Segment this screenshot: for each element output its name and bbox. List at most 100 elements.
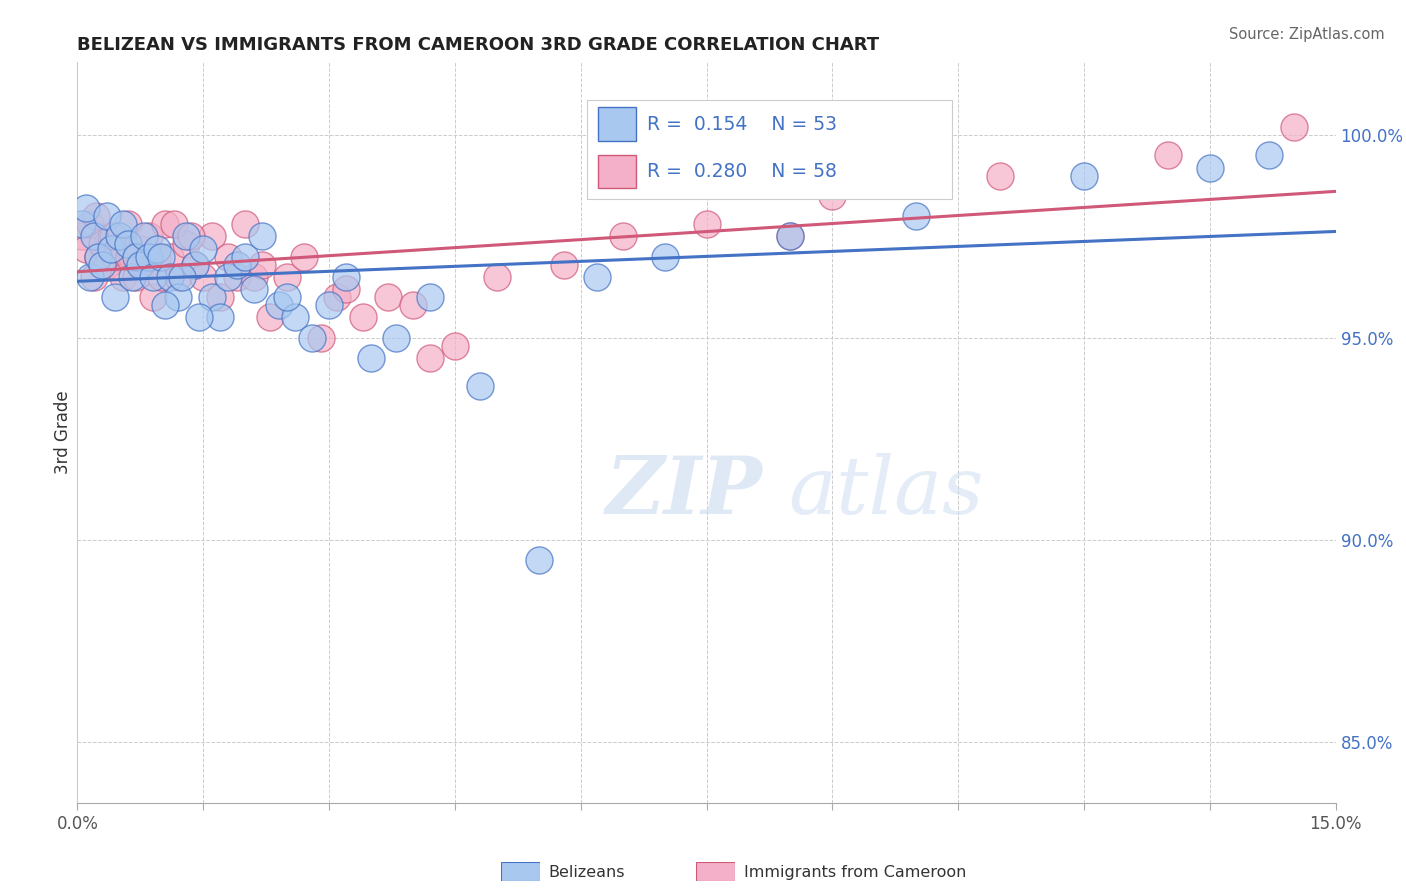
Point <box>200 229 222 244</box>
Point <box>1198 161 1220 175</box>
Point <box>112 217 135 231</box>
Point <box>112 269 135 284</box>
Point <box>184 258 207 272</box>
Point <box>150 250 173 264</box>
Point <box>779 229 801 244</box>
Point <box>150 269 173 284</box>
Point <box>360 351 382 365</box>
Bar <box>599 107 636 141</box>
Point <box>318 298 340 312</box>
Text: R =  0.280    N = 58: R = 0.280 N = 58 <box>647 162 837 181</box>
Point <box>146 250 169 264</box>
Point <box>184 258 207 272</box>
Point <box>326 290 349 304</box>
Point <box>527 553 550 567</box>
Point <box>402 298 425 312</box>
Point <box>121 250 143 264</box>
Point <box>217 250 239 264</box>
Point <box>250 229 273 244</box>
Point <box>1073 169 1095 183</box>
Point <box>377 290 399 304</box>
Point <box>233 250 256 264</box>
Point <box>70 229 93 244</box>
Point <box>129 242 152 256</box>
Point <box>134 229 156 244</box>
Text: ZIP: ZIP <box>606 453 762 531</box>
Point <box>79 269 101 284</box>
Point <box>146 242 169 256</box>
Point <box>233 217 256 231</box>
Point <box>108 242 131 256</box>
Point <box>100 229 122 244</box>
Point <box>155 217 177 231</box>
Point <box>612 229 634 244</box>
Point <box>101 229 124 244</box>
Point <box>104 290 127 304</box>
Point <box>301 330 323 344</box>
Point <box>84 209 107 223</box>
Point <box>444 338 467 352</box>
Point <box>335 282 357 296</box>
Point <box>335 269 357 284</box>
Point <box>292 250 315 264</box>
Point <box>176 229 198 244</box>
Point <box>117 237 139 252</box>
Point <box>250 258 273 272</box>
Point <box>121 269 143 284</box>
Point <box>267 298 290 312</box>
Point <box>200 290 222 304</box>
Point <box>75 201 97 215</box>
Point <box>217 269 239 284</box>
FancyBboxPatch shape <box>588 100 952 199</box>
Point <box>1282 120 1305 135</box>
Point <box>821 189 844 203</box>
Point <box>142 290 165 304</box>
Point <box>125 250 148 264</box>
Text: atlas: atlas <box>789 453 984 531</box>
Point <box>117 217 139 231</box>
Point <box>1157 148 1180 162</box>
Point <box>75 242 97 256</box>
Point <box>176 237 198 252</box>
Point <box>100 242 122 256</box>
Point <box>83 229 105 244</box>
Point <box>485 269 508 284</box>
Point <box>208 310 231 325</box>
Point <box>988 169 1011 183</box>
Point <box>91 237 114 252</box>
Point <box>242 282 264 296</box>
Point <box>225 258 247 272</box>
Point <box>159 269 181 284</box>
Point <box>87 250 110 264</box>
Text: Belizeans: Belizeans <box>548 865 624 880</box>
Point <box>134 258 156 272</box>
Point <box>159 250 181 264</box>
Point <box>696 217 718 231</box>
Point <box>96 258 118 272</box>
Point <box>779 229 801 244</box>
Point <box>276 269 298 284</box>
Point <box>167 269 190 284</box>
Point <box>79 217 101 231</box>
Point <box>70 217 93 231</box>
Point <box>191 269 215 284</box>
Point <box>225 269 247 284</box>
Point <box>172 269 194 284</box>
Point <box>83 269 105 284</box>
Y-axis label: 3rd Grade: 3rd Grade <box>53 391 72 475</box>
Point <box>188 310 211 325</box>
Point <box>1257 148 1279 162</box>
Point <box>125 269 148 284</box>
Point <box>138 250 160 264</box>
Bar <box>599 154 636 188</box>
Point <box>654 250 676 264</box>
Point <box>385 330 408 344</box>
Point <box>259 310 281 325</box>
Point <box>155 298 177 312</box>
Text: BELIZEAN VS IMMIGRANTS FROM CAMEROON 3RD GRADE CORRELATION CHART: BELIZEAN VS IMMIGRANTS FROM CAMEROON 3RD… <box>77 36 880 54</box>
Point <box>586 269 609 284</box>
Text: Immigrants from Cameroon: Immigrants from Cameroon <box>744 865 966 880</box>
Point <box>104 250 127 264</box>
Point <box>284 310 307 325</box>
Point <box>91 258 114 272</box>
